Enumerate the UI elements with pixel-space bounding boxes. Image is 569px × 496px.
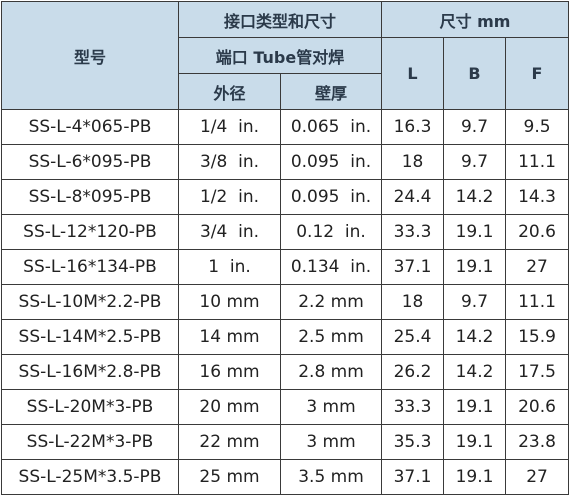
table-cell: 33.3 bbox=[381, 214, 445, 250]
table-cell: SS-L-12*120-PB bbox=[1, 214, 179, 250]
table-cell: SS-L-20M*3-PB bbox=[1, 389, 179, 425]
table-cell: SS-L-14M*2.5-PB bbox=[1, 319, 179, 355]
header-cell: L bbox=[381, 37, 445, 110]
table-row: SS-L-16M*2.8-PB 16 mm 2.8 mm 26.2 14.2 17.5 bbox=[1, 354, 569, 390]
header-cell: B bbox=[443, 37, 507, 110]
table-cell: 19.1 bbox=[443, 424, 507, 460]
table-row: SS-L-25M*3.5-PB 25 mm 3.5 mm 37.1 19.1 27 bbox=[1, 459, 569, 495]
table-cell: 3/8 in. bbox=[178, 144, 281, 180]
table-cell: 9.7 bbox=[443, 144, 507, 180]
table-cell: 9.7 bbox=[443, 284, 507, 320]
table-cell: SS-L-25M*3.5-PB bbox=[1, 459, 179, 495]
table-cell: 2.8 mm bbox=[279, 354, 383, 390]
table-row: SS-L-16*134-PB 1 in. 0.134 in. 37.1 19.1 27 bbox=[1, 249, 569, 285]
table-cell: 18 bbox=[381, 144, 445, 180]
table-cell: 35.3 bbox=[381, 424, 445, 460]
table-cell: 20 mm bbox=[178, 389, 281, 425]
table-cell: 25 mm bbox=[178, 459, 281, 495]
table-row: SS-L-14M*2.5-PB 14 mm 2.5 mm 25.4 14.2 15.9 bbox=[1, 319, 569, 355]
table-cell: 17.5 bbox=[505, 354, 569, 390]
table-cell: 14.2 bbox=[443, 319, 507, 355]
table-cell: 11.1 bbox=[505, 284, 569, 320]
table-cell: 23.8 bbox=[505, 424, 569, 460]
table-cell: 19.1 bbox=[443, 389, 507, 425]
table-cell: 27 bbox=[505, 249, 569, 285]
table-cell: 14.2 bbox=[443, 179, 507, 215]
table-cell: 1 in. bbox=[178, 249, 281, 285]
header-cell: 型号 bbox=[1, 1, 179, 110]
table-cell: 2.5 mm bbox=[279, 319, 383, 355]
table-cell: SS-L-10M*2.2-PB bbox=[1, 284, 179, 320]
table-cell: 14.3 bbox=[505, 179, 569, 215]
table-cell: SS-L-16M*2.8-PB bbox=[1, 354, 179, 390]
table-body: SS-L-4*065-PB 1/4 in. 0.065 in. 16.3 9.7 9.5 S… bbox=[1, 109, 569, 495]
table-cell: 20.6 bbox=[505, 389, 569, 425]
table-row: SS-L-12*120-PB 3/4 in. 0.12 in. 33.3 19.1 20.… bbox=[1, 214, 569, 250]
table-cell: 14 mm bbox=[178, 319, 281, 355]
table-cell: 9.5 bbox=[505, 109, 569, 145]
table-cell: SS-L-8*095-PB bbox=[1, 179, 179, 215]
table-row: SS-L-22M*3-PB 22 mm 3 mm 35.3 19.1 23.8 bbox=[1, 424, 569, 460]
table-cell: 15.9 bbox=[505, 319, 569, 355]
table-cell: 1/4 in. bbox=[178, 109, 281, 145]
table-cell: 0.065 in. bbox=[279, 109, 383, 145]
table-cell: 3 mm bbox=[279, 389, 383, 425]
table-cell: 19.1 bbox=[443, 249, 507, 285]
table-cell: 0.12 in. bbox=[279, 214, 383, 250]
table-cell: 3 mm bbox=[279, 424, 383, 460]
header-cell: 接口类型和尺寸 bbox=[177, 1, 383, 38]
table-cell: 0.095 in. bbox=[279, 179, 383, 215]
header-cell: F bbox=[505, 37, 569, 110]
table-cell: 0.134 in. bbox=[279, 249, 383, 285]
table-cell: 33.3 bbox=[381, 389, 445, 425]
table-cell: 27 bbox=[505, 459, 569, 495]
table-cell: 26.2 bbox=[381, 354, 445, 390]
table-cell: 16 mm bbox=[178, 354, 281, 390]
table-cell: SS-L-16*134-PB bbox=[1, 249, 179, 285]
table-cell: 9.7 bbox=[443, 109, 507, 145]
table-cell: 11.1 bbox=[505, 144, 569, 180]
table-row: SS-L-6*095-PB 3/8 in. 0.095 in. 18 9.7 11.1 bbox=[1, 144, 569, 180]
table-cell: 10 mm bbox=[178, 284, 281, 320]
table-cell: 24.4 bbox=[381, 179, 445, 215]
table-cell: SS-L-22M*3-PB bbox=[1, 424, 179, 460]
table-cell: 19.1 bbox=[443, 459, 507, 495]
table-cell: SS-L-6*095-PB bbox=[1, 144, 179, 180]
table-row: SS-L-10M*2.2-PB 10 mm 2.2 mm 18 9.7 11.1 bbox=[1, 284, 569, 320]
table-row: SS-L-20M*3-PB 20 mm 3 mm 33.3 19.1 20.6 bbox=[1, 389, 569, 425]
table-cell: 16.3 bbox=[381, 109, 445, 145]
table-header: 型号 接口类型和尺寸 尺寸 mm 端口 Tube管对焊 L B F 外径 壁厚 bbox=[1, 1, 569, 110]
table-cell: 3.5 mm bbox=[279, 459, 383, 495]
table-cell: 1/2 in. bbox=[178, 179, 281, 215]
header-cell: 外径 bbox=[178, 73, 281, 110]
header-cell: 端口 Tube管对焊 bbox=[177, 37, 383, 74]
table-cell: 18 bbox=[381, 284, 445, 320]
table-cell: SS-L-4*065-PB bbox=[1, 109, 179, 145]
table-cell: 37.1 bbox=[381, 249, 445, 285]
header-cell: 尺寸 mm bbox=[381, 1, 569, 38]
table-cell: 14.2 bbox=[443, 354, 507, 390]
table-cell: 22 mm bbox=[178, 424, 281, 460]
table-cell: 0.095 in. bbox=[279, 144, 383, 180]
table-row: SS-L-8*095-PB 1/2 in. 0.095 in. 24.4 14.2 14.… bbox=[1, 179, 569, 215]
table-row: SS-L-4*065-PB 1/4 in. 0.065 in. 16.3 9.7 9.5 bbox=[1, 109, 569, 145]
table-cell: 3/4 in. bbox=[178, 214, 281, 250]
table-cell: 37.1 bbox=[381, 459, 445, 495]
table-cell: 20.6 bbox=[505, 214, 569, 250]
table-cell: 2.2 mm bbox=[279, 284, 383, 320]
table-cell: 25.4 bbox=[381, 319, 445, 355]
table-cell: 19.1 bbox=[443, 214, 507, 250]
header-cell: 壁厚 bbox=[279, 73, 383, 110]
